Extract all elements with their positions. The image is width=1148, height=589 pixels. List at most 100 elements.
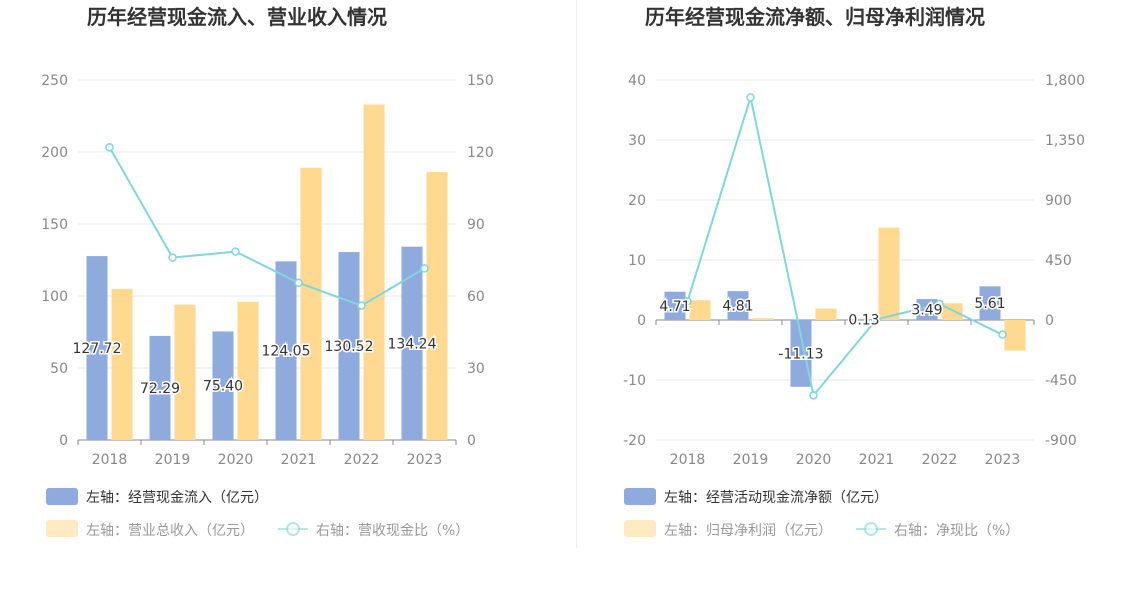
line-point xyxy=(231,247,240,256)
line-series xyxy=(686,93,1003,398)
legend-label-series-1: 左轴：经营现金流入（亿元） xyxy=(86,490,268,506)
legend-label-line-series: 右轴：营收现金比（%） xyxy=(316,523,469,539)
line-point xyxy=(168,253,177,262)
line-point xyxy=(809,391,818,400)
x-tick-label: 2022 xyxy=(344,452,380,468)
x-tick-label: 2018 xyxy=(92,452,128,468)
bar-series-2 xyxy=(363,104,385,440)
y-left-tick-label: 200 xyxy=(41,145,68,161)
bar-data-label: 0.13 xyxy=(848,313,879,329)
bar-data-label: 72.29 xyxy=(140,381,180,397)
y-left-tick-label: 50 xyxy=(50,361,68,377)
bar-data-label: 127.72 xyxy=(73,341,122,357)
x-tick-label: 2023 xyxy=(985,452,1021,468)
legend-swatch-line-marker xyxy=(864,522,878,536)
y-left-tick-label: 40 xyxy=(628,73,646,89)
bar-series-1 xyxy=(275,261,297,440)
line-series xyxy=(108,146,426,307)
chart-title: 历年经营现金流入、营业收入情况 xyxy=(87,5,387,29)
legend-swatch-series-2 xyxy=(624,520,656,537)
right-chart-panel: 历年经营现金流净额、归母净利润情况 -20 -10 0 10 20 30 40 -900 -450… xyxy=(584,0,1144,560)
y-left-tick-label: 0 xyxy=(637,313,646,329)
bar-data-label: 5.61 xyxy=(974,296,1005,312)
line-point xyxy=(420,264,429,273)
bar-series-1 xyxy=(212,331,234,440)
legend-swatch-series-1 xyxy=(624,488,656,505)
bar-series-2 xyxy=(1004,320,1026,351)
legend-label-line-series: 右轴：净现比（%） xyxy=(894,523,1019,539)
x-tick-label: 2019 xyxy=(733,452,769,468)
x-tick-label: 2020 xyxy=(218,452,254,468)
net-cashflow-profit-chart: 历年经营现金流净额、归母净利润情况 -20 -10 0 10 20 30 40 -900 -450… xyxy=(623,5,1085,539)
bar-data-label: 4.71 xyxy=(659,299,690,315)
bar-series-2 xyxy=(426,172,448,440)
bar-series-1 xyxy=(853,319,875,320)
cash-inflow-revenue-chart: 历年经营现金流入、营业收入情况 0 50 100 150 200 250 0 30 60 90 120… xyxy=(41,5,494,539)
bar-data-label: 4.81 xyxy=(722,299,753,315)
y-left-tick-label: -10 xyxy=(623,373,646,389)
bar-data-label: 3.49 xyxy=(911,303,942,319)
chart-title: 历年经营现金流净额、归母净利润情况 xyxy=(645,5,985,29)
y-left-tick-label: 150 xyxy=(41,217,68,233)
legend-swatch-series-1 xyxy=(46,488,78,505)
bar-series-1 xyxy=(401,246,423,440)
left-chart-panel: 历年经营现金流入、营业收入情况 0 50 100 150 200 250 0 30 60 90 120… xyxy=(6,0,566,560)
x-tick-label: 2023 xyxy=(407,452,443,468)
bar-series-2 xyxy=(174,304,196,440)
y-left-tick-label: -20 xyxy=(623,433,646,449)
bar-data-label: 75.40 xyxy=(203,379,243,395)
y-left-tick-label: 0 xyxy=(59,433,68,449)
line-point xyxy=(294,278,303,288)
bar-series-1 xyxy=(664,291,686,320)
x-tick-label: 2020 xyxy=(796,452,832,468)
bar-series-1 xyxy=(979,286,1001,320)
y-right-tick-label: 0 xyxy=(1045,313,1054,329)
y-right-tick-label: 90 xyxy=(467,217,485,233)
bar-data-label: 134.24 xyxy=(388,336,437,352)
x-tick-label: 2021 xyxy=(281,452,317,468)
bar-data-label: -11.13 xyxy=(778,346,823,362)
y-right-tick-label: 1,350 xyxy=(1045,133,1085,149)
x-tick-label: 2019 xyxy=(155,452,191,468)
y-right-tick-label: -450 xyxy=(1045,373,1077,389)
line-point xyxy=(872,315,881,324)
y-left-tick-label: 30 xyxy=(628,133,646,149)
legend-label-series-2: 左轴：归母净利润（亿元） xyxy=(664,522,832,539)
legend-swatch-series-2 xyxy=(46,520,78,537)
line-point xyxy=(998,330,1007,339)
bar-data-label: 124.05 xyxy=(262,344,311,360)
bar-series-1 xyxy=(916,299,938,320)
line-point xyxy=(683,297,692,306)
bar-series-1 xyxy=(727,291,749,320)
legend-swatch-line-marker xyxy=(286,522,300,536)
bar-series-2 xyxy=(752,318,774,320)
x-tick-label: 2022 xyxy=(922,452,958,468)
y-right-tick-label: 60 xyxy=(467,289,485,305)
x-tick-label: 2021 xyxy=(859,452,895,468)
x-tick-label: 2018 xyxy=(670,452,706,468)
y-right-tick-label: 150 xyxy=(467,73,494,89)
legend-label-series-2: 左轴：营业总收入（亿元） xyxy=(86,523,254,539)
y-right-tick-label: 30 xyxy=(467,361,485,377)
legend-label-series-1: 左轴：经营活动现金流净额（亿元） xyxy=(664,490,888,506)
bar-series-2 xyxy=(815,308,837,320)
bar-series-2 xyxy=(878,227,900,320)
bar-series-1 xyxy=(790,320,812,387)
bar-series-2 xyxy=(689,300,711,320)
line-point xyxy=(357,301,366,310)
y-right-tick-label: 0 xyxy=(467,433,476,449)
bar-series-2 xyxy=(111,288,133,440)
y-right-tick-label: 450 xyxy=(1045,253,1072,269)
line-point xyxy=(105,142,114,152)
y-right-tick-label: 120 xyxy=(467,145,494,161)
y-left-tick-label: 20 xyxy=(628,193,646,209)
y-right-tick-label: 1,800 xyxy=(1045,73,1085,89)
y-left-tick-label: 10 xyxy=(628,253,646,269)
bar-series-1 xyxy=(86,256,108,440)
bar-data-label: 130.52 xyxy=(325,339,374,355)
line-point xyxy=(935,299,944,309)
y-left-tick-label: 100 xyxy=(41,289,68,305)
bar-series-2 xyxy=(300,167,322,440)
bar-series-2 xyxy=(237,301,259,440)
y-left-tick-label: 250 xyxy=(41,73,68,89)
